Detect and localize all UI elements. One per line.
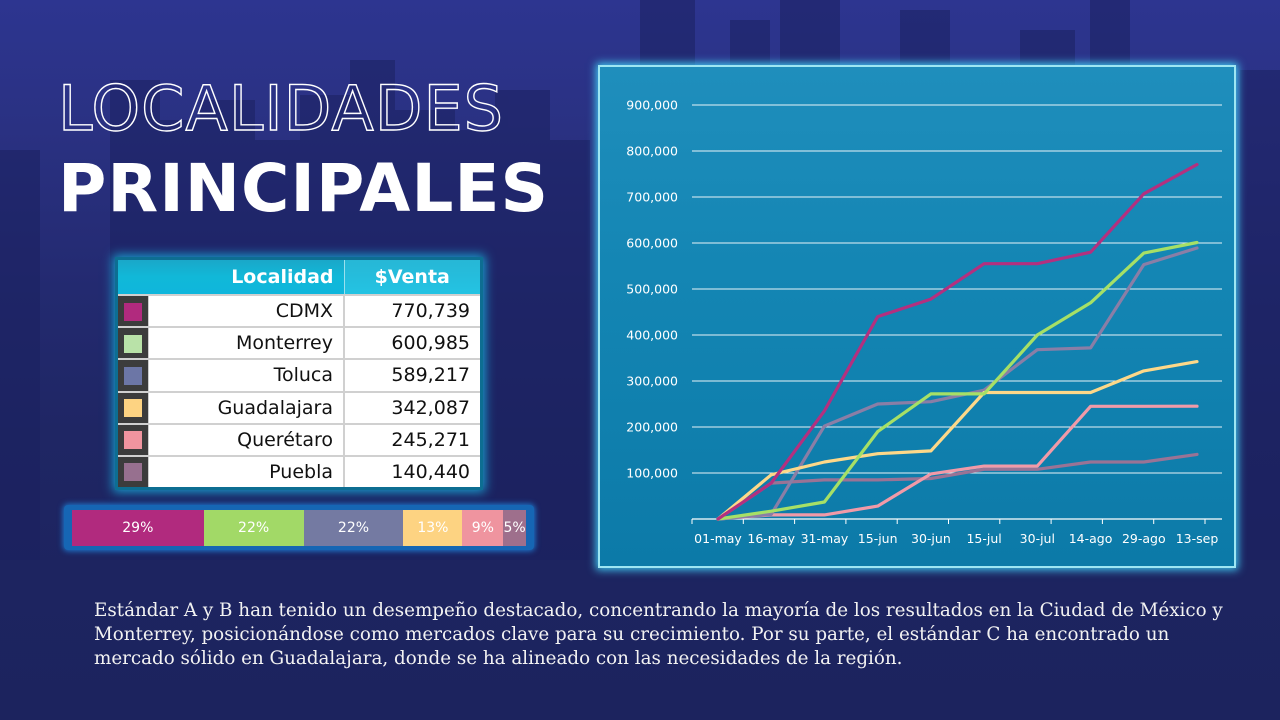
y-tick-label: 300,000 xyxy=(626,374,678,389)
y-tick-label: 100,000 xyxy=(626,466,678,481)
color-swatch-cell xyxy=(118,422,149,456)
header-sales: $Venta xyxy=(343,260,480,295)
description-text: Estándar A y B han tenido un desempeño d… xyxy=(94,600,1223,669)
color-swatch-cell xyxy=(118,390,149,424)
color-swatch xyxy=(124,399,142,418)
locality-name: Toluca xyxy=(148,358,344,392)
title-line-1: LOCALIDADES xyxy=(57,71,504,145)
table-row: Querétaro 245,271 xyxy=(118,422,480,456)
color-swatch-cell xyxy=(118,358,149,392)
series-line-cdmx xyxy=(716,162,1199,521)
share-bar: 29% 22% 22% 13% 9% 5% xyxy=(72,510,526,546)
share-segment: 29% xyxy=(72,510,204,546)
y-tick-label: 400,000 xyxy=(626,328,678,343)
share-segment: 22% xyxy=(203,510,304,546)
sales-table: Localidad $Venta CDMX 770,739 Monterrey 600… xyxy=(115,257,483,490)
sales-value: 600,985 xyxy=(343,326,480,360)
share-segment: 22% xyxy=(303,510,404,546)
color-swatch xyxy=(124,302,142,321)
share-segment: 13% xyxy=(403,510,463,546)
sales-value: 770,739 xyxy=(343,293,480,328)
chart-panel: 100,000 200,000 300,000 400,000 500,000 600,0… xyxy=(598,65,1236,568)
table-row: Monterrey 600,985 xyxy=(118,326,480,360)
sales-value: 589,217 xyxy=(343,358,480,392)
series-line-guadalajara xyxy=(716,360,1199,521)
color-swatch xyxy=(124,366,142,385)
color-swatch xyxy=(124,334,142,353)
color-swatch xyxy=(124,431,142,450)
y-tick-label: 700,000 xyxy=(626,190,678,205)
locality-name: Querétaro xyxy=(148,422,344,456)
header-locality: Localidad xyxy=(118,260,344,295)
sales-value: 245,271 xyxy=(343,422,480,456)
color-swatch xyxy=(124,463,142,482)
x-tick-label: 15-jun xyxy=(858,531,898,546)
y-tick-label: 900,000 xyxy=(626,98,678,113)
y-tick-label: 200,000 xyxy=(626,420,678,435)
x-tick-label: 16-may xyxy=(747,531,795,546)
x-tick-label: 31-may xyxy=(801,531,849,546)
sales-value: 140,440 xyxy=(343,454,480,487)
series-line-quertaro xyxy=(716,404,1199,521)
x-tick-label: 30-jul xyxy=(1020,531,1055,546)
color-swatch-cell xyxy=(118,326,149,360)
x-tick-label: 15-jul xyxy=(966,531,1001,546)
x-tick-label: 14-ago xyxy=(1069,531,1113,546)
series-line-monterrey xyxy=(716,240,1199,521)
x-tick-label: 01-may xyxy=(694,531,742,546)
title-line-2: PRINCIPALES xyxy=(58,150,550,227)
locality-name: Puebla xyxy=(148,454,344,487)
share-bar-frame: 29% 22% 22% 13% 9% 5% xyxy=(64,505,534,550)
x-tick-label: 13-sep xyxy=(1176,531,1219,546)
sales-line-chart: 100,000 200,000 300,000 400,000 500,000 600,0… xyxy=(626,98,1222,546)
series-line-puebla xyxy=(716,452,1199,521)
share-segment: 5% xyxy=(503,510,526,546)
series-line-toluca xyxy=(716,246,1199,521)
x-tick-label: 30-jun xyxy=(911,531,951,546)
table-row: CDMX 770,739 xyxy=(118,293,480,328)
table-row: Puebla 140,440 xyxy=(118,454,480,487)
table-row: Guadalajara 342,087 xyxy=(118,390,480,424)
share-segment: 9% xyxy=(462,510,504,546)
table-row: Toluca 589,217 xyxy=(118,358,480,392)
y-tick-label: 600,000 xyxy=(626,236,678,251)
y-tick-label: 500,000 xyxy=(626,282,678,297)
locality-name: CDMX xyxy=(148,293,344,328)
color-swatch-cell xyxy=(118,293,149,328)
sales-value: 342,087 xyxy=(343,390,480,424)
locality-name: Guadalajara xyxy=(148,390,344,424)
x-tick-label: 29-ago xyxy=(1122,531,1166,546)
locality-name: Monterrey xyxy=(148,326,344,360)
color-swatch-cell xyxy=(118,454,149,487)
y-tick-label: 800,000 xyxy=(626,144,678,159)
